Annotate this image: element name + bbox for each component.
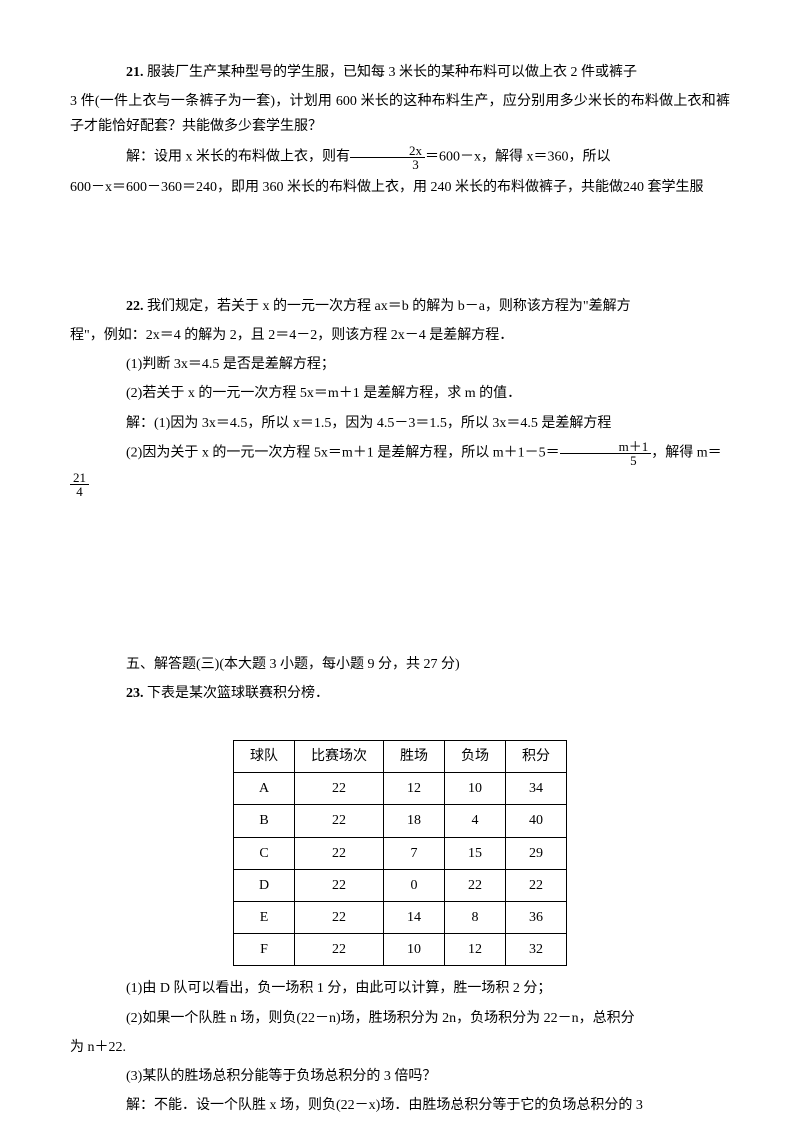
gap-2 xyxy=(70,502,730,652)
q22-sol2-post: ，解得 m＝ xyxy=(651,445,721,460)
table-header-row: 球队 比赛场次 胜场 负场 积分 xyxy=(234,741,567,773)
q23-sub1: (1)由 D 队可以看出，负一场积 1 分，由此可以计算，胜一场积 2 分； xyxy=(70,976,730,1001)
q23-sub2-cont: 为 n＋22. xyxy=(70,1035,730,1060)
q21-sol1-post: ＝600－x，解得 x＝360，所以 xyxy=(425,149,611,164)
table-header: 球队 xyxy=(234,741,295,773)
q21-sol2: 600－x＝600－360＝240，即用 360 米长的布料做上衣，用 240 … xyxy=(70,175,730,200)
question-21: 21. 服装厂生产某种型号的学生服，已知每 3 米长的某种布料可以做上衣 2 件… xyxy=(70,60,730,200)
table-header: 负场 xyxy=(445,741,506,773)
q22-sub2: (2)若关于 x 的一元一次方程 5x＝m＋1 是差解方程，求 m 的值． xyxy=(70,381,730,406)
q22-fraction2: m＋15 xyxy=(560,440,652,467)
q23-sub3: (3)某队的胜场总积分能等于负场总积分的 3 倍吗？ xyxy=(70,1064,730,1089)
q21-number: 21. xyxy=(126,65,144,80)
table-body: A22121034 B2218440 C2271529 D2202222 E22… xyxy=(234,773,567,966)
question-23: 23. 下表是某次篮球联赛积分榜． 球队 比赛场次 胜场 负场 积分 A2212… xyxy=(70,681,730,1118)
q22-fraction3: 214 xyxy=(70,471,89,498)
table-row: A22121034 xyxy=(234,773,567,805)
q23-text1: 下表是某次篮球联赛积分榜． xyxy=(147,686,329,701)
q22-line1: 22. 我们规定，若关于 x 的一元一次方程 ax＝b 的解为 b－a，则称该方… xyxy=(70,294,730,319)
q23-sub2: (2)如果一个队胜 n 场，则负(22－n)场，胜场积分为 2n，负场积分为 2… xyxy=(70,1006,730,1031)
q22-sol-line2: (2)因为关于 x 的一元一次方程 5x＝m＋1 是差解方程，所以 m＋1－5＝… xyxy=(70,440,730,467)
question-22: 22. 我们规定，若关于 x 的一元一次方程 ax＝b 的解为 b－a，则称该方… xyxy=(70,294,730,498)
table-row: B2218440 xyxy=(234,805,567,837)
score-table: 球队 比赛场次 胜场 负场 积分 A22121034 B2218440 C227… xyxy=(233,740,567,966)
q21-sol-line1: 解：设用 x 米长的布料做上衣，则有2x3＝600－x，解得 x＝360，所以 xyxy=(70,144,730,171)
q22-fraction3-line: 214 xyxy=(70,471,730,498)
q21-text1: 服装厂生产某种型号的学生服，已知每 3 米长的某种布料可以做上衣 2 件或裤子 xyxy=(147,65,637,80)
table-row: C2271529 xyxy=(234,837,567,869)
table-row: D2202222 xyxy=(234,869,567,901)
q22-sub1: (1)判断 3x＝4.5 是否是差解方程； xyxy=(70,352,730,377)
q21-fraction1: 2x3 xyxy=(350,144,425,171)
q22-sol2-pre: (2)因为关于 x 的一元一次方程 5x＝m＋1 是差解方程，所以 m＋1－5＝ xyxy=(126,445,560,460)
table-header: 积分 xyxy=(506,741,567,773)
q22-sol1: 解：(1)因为 3x＝4.5，所以 x＝1.5，因为 4.5－3＝1.5，所以 … xyxy=(70,411,730,436)
q23-sol: 解：不能．设一个队胜 x 场，则负(22－x)场．由胜场总积分等于它的负场总积分… xyxy=(70,1093,730,1118)
table-row: E2214836 xyxy=(234,902,567,934)
q22-number: 22. xyxy=(126,299,144,314)
q22-text1: 我们规定，若关于 x 的一元一次方程 ax＝b 的解为 b－a，则称该方程为"差… xyxy=(147,299,631,314)
table-header: 胜场 xyxy=(384,741,445,773)
section5-title: 五、解答题(三)(本大题 3 小题，每小题 9 分，共 27 分) xyxy=(70,652,730,677)
gap-1 xyxy=(70,204,730,294)
q23-line1: 23. 下表是某次篮球联赛积分榜． xyxy=(70,681,730,706)
table-row: F22101232 xyxy=(234,934,567,966)
q22-text2: 程"，例如：2x＝4 的解为 2，且 2＝4－2，则该方程 2x－4 是差解方程… xyxy=(70,323,730,348)
table-header: 比赛场次 xyxy=(295,741,384,773)
gap-3 xyxy=(70,710,730,730)
q21-line1: 21. 服装厂生产某种型号的学生服，已知每 3 米长的某种布料可以做上衣 2 件… xyxy=(70,60,730,85)
q23-number: 23. xyxy=(126,686,144,701)
q21-text2: 3 件(一件上衣与一条裤子为一套)，计划用 600 米长的这种布料生产，应分别用… xyxy=(70,89,730,139)
q21-sol1-pre: 解：设用 x 米长的布料做上衣，则有 xyxy=(126,149,350,164)
